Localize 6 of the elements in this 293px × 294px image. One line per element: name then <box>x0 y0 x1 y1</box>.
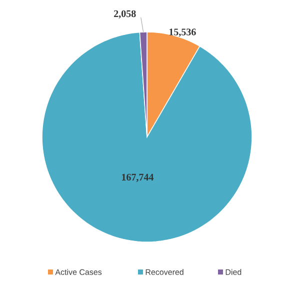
legend-label: Died <box>226 269 242 275</box>
data-label: 2,058 <box>114 10 136 19</box>
data-label: 167,744 <box>122 174 154 182</box>
data-label: 15,536 <box>169 28 196 37</box>
legend-label: Active Cases <box>55 269 102 275</box>
legend-label: Recovered <box>146 269 184 275</box>
